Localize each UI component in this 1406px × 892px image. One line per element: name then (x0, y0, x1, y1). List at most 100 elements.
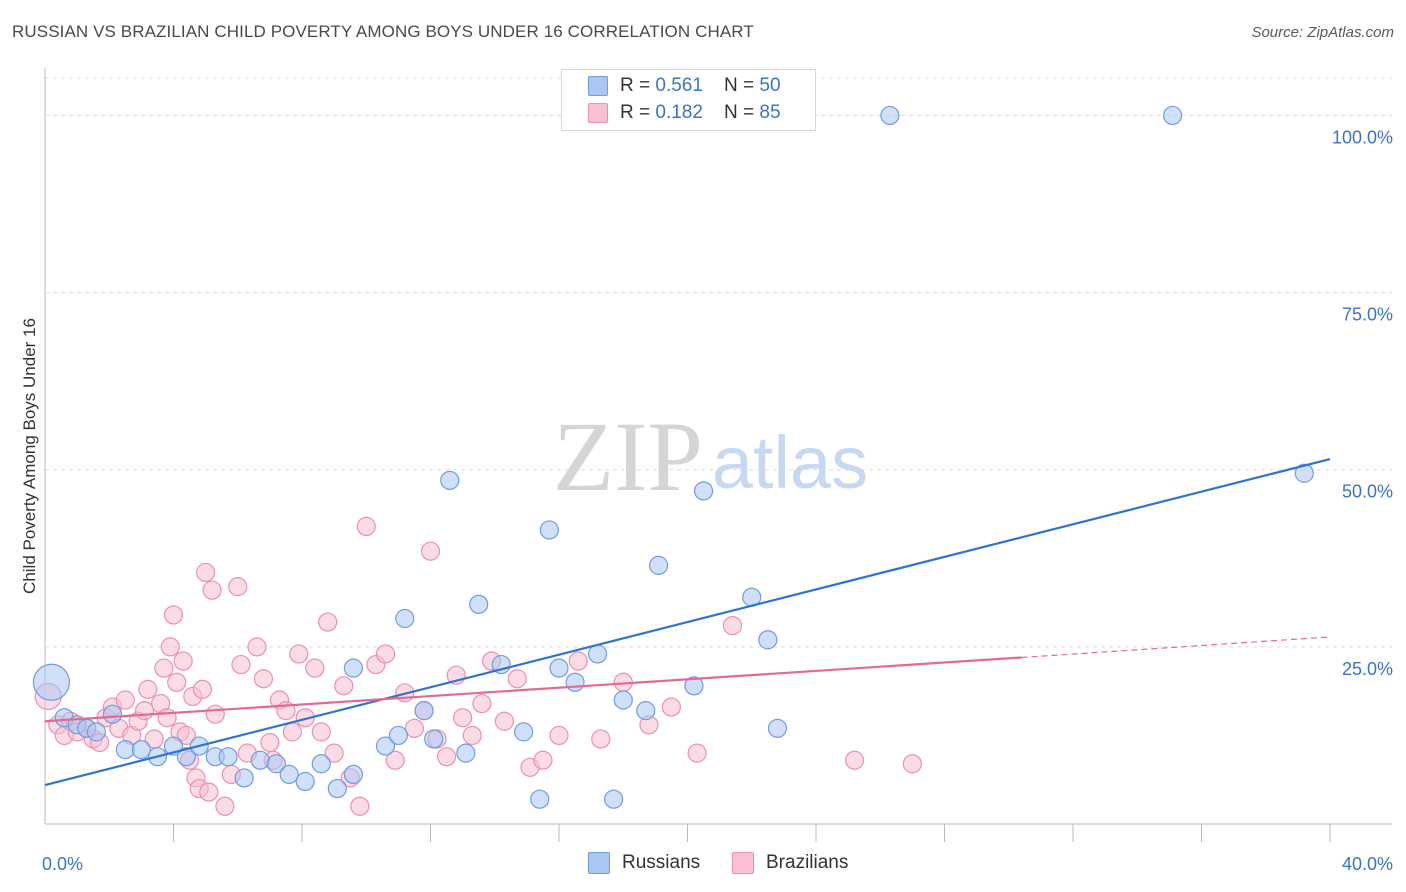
legend-r-label: R = (620, 102, 656, 123)
legend-r-value: 0.182 (655, 102, 703, 123)
brazilian-point (282, 722, 302, 742)
brazilian-point (472, 693, 492, 714)
russian-point (343, 658, 363, 678)
brazilian-point (289, 644, 309, 664)
russian-point (684, 676, 704, 696)
y-tick-label: 50.0% (1342, 482, 1393, 502)
russian-point (587, 644, 608, 664)
russian-point (327, 778, 347, 799)
y-tick-label: 100.0% (1332, 127, 1393, 147)
russian-point (1162, 105, 1183, 126)
russian-point (102, 704, 123, 724)
chart-title: RUSSIAN VS BRAZILIAN CHILD POVERTY AMONG… (12, 22, 754, 41)
brazilian-point (196, 562, 216, 583)
russian-point (218, 747, 238, 767)
brazilian-point (305, 658, 325, 678)
russian-point (388, 725, 408, 746)
brazilian-point (173, 651, 193, 671)
russian-point (530, 789, 550, 809)
brazilian-point (453, 708, 473, 728)
brazilian-point (722, 615, 743, 636)
brazilian-point (324, 743, 344, 763)
russian-point (549, 658, 569, 678)
bottom-legend-brazilians: Brazilians (732, 852, 848, 874)
russian-point (539, 520, 559, 540)
brazilian-point (385, 750, 405, 770)
series-brazilians (34, 516, 922, 816)
brazilian-point (157, 708, 177, 728)
brazilian-point (192, 679, 213, 699)
russian-point (880, 105, 900, 126)
brazilian-point (160, 637, 180, 657)
trend-line-russians (44, 458, 1331, 787)
brazilian-point (247, 637, 267, 657)
brazilian-point (568, 651, 588, 671)
brazilian-point (138, 679, 158, 699)
brazilian-point (311, 722, 331, 742)
russian-point (343, 764, 363, 785)
legend-n-value: 50 (759, 75, 781, 96)
russian-point (565, 672, 585, 692)
russian-point (604, 789, 624, 809)
russian-point (648, 555, 669, 575)
y-tick-label: 25.0% (1342, 659, 1393, 679)
brazilian-point (334, 676, 354, 696)
brazilian-point (167, 672, 187, 692)
watermark: ZIP atlas (553, 401, 868, 512)
bottom-legend-russians: Russians (588, 852, 700, 874)
watermark-zip: ZIP (553, 401, 703, 512)
brazilian-point (228, 577, 248, 597)
brazilian-point (436, 747, 457, 767)
brazilian-point (494, 711, 514, 731)
brazilian-point (260, 732, 280, 753)
russian-point (375, 736, 396, 756)
watermark-atlas: atlas (712, 421, 868, 504)
russian-point (767, 718, 788, 738)
russian-point (456, 743, 476, 763)
legend-r-value: 0.561 (655, 75, 703, 96)
russian-point (395, 608, 415, 629)
russian-point (613, 690, 633, 710)
russian-point (693, 481, 714, 501)
trend-line-brazilians-extension (1021, 636, 1331, 659)
bottom-legend-swatch-brazilians (732, 852, 754, 874)
trend-lines (44, 458, 1331, 787)
trend-line-brazilians (44, 656, 1022, 723)
brazilian-point (350, 796, 370, 816)
legend-r-label: R = (620, 75, 656, 96)
russian-point (176, 747, 196, 767)
russian-point (758, 630, 778, 650)
brazilian-point (253, 669, 274, 689)
russian-point (266, 754, 286, 774)
russian-point (250, 750, 270, 770)
russian-point (636, 701, 656, 721)
brazilian-point (661, 697, 682, 717)
russian-point (440, 470, 460, 490)
russian-point (115, 739, 135, 760)
correlation-legend: R = 0.561 N = 50 R = 0.182 N = 85 (561, 69, 816, 131)
brazilian-point (420, 541, 441, 561)
gridlines (45, 77, 1392, 648)
y-axis-label: Child Poverty Among Boys Under 16 (20, 318, 39, 594)
legend-n-label: N = (724, 75, 760, 96)
legend-swatch-brazilians (588, 103, 608, 123)
russian-point (469, 594, 489, 614)
russian-point (234, 768, 254, 788)
legend-n-label: N = (724, 102, 760, 123)
brazilian-point (199, 782, 219, 802)
brazilian-point (176, 725, 196, 746)
x-tick-label: 40.0% (1342, 854, 1393, 874)
x-tick-label: 0.0% (42, 854, 83, 874)
brazilian-point (215, 796, 235, 816)
russian-point (279, 764, 299, 785)
russian-point (1294, 463, 1314, 483)
russian-point (86, 722, 107, 742)
brazilian-point (115, 690, 135, 710)
russian-point (311, 754, 331, 774)
brazilian-point (591, 729, 611, 749)
brazilian-point (533, 750, 553, 770)
bottom-legend-swatch-russians (588, 852, 610, 874)
legend-swatch-russians (588, 76, 608, 96)
brazilian-point (902, 754, 922, 774)
